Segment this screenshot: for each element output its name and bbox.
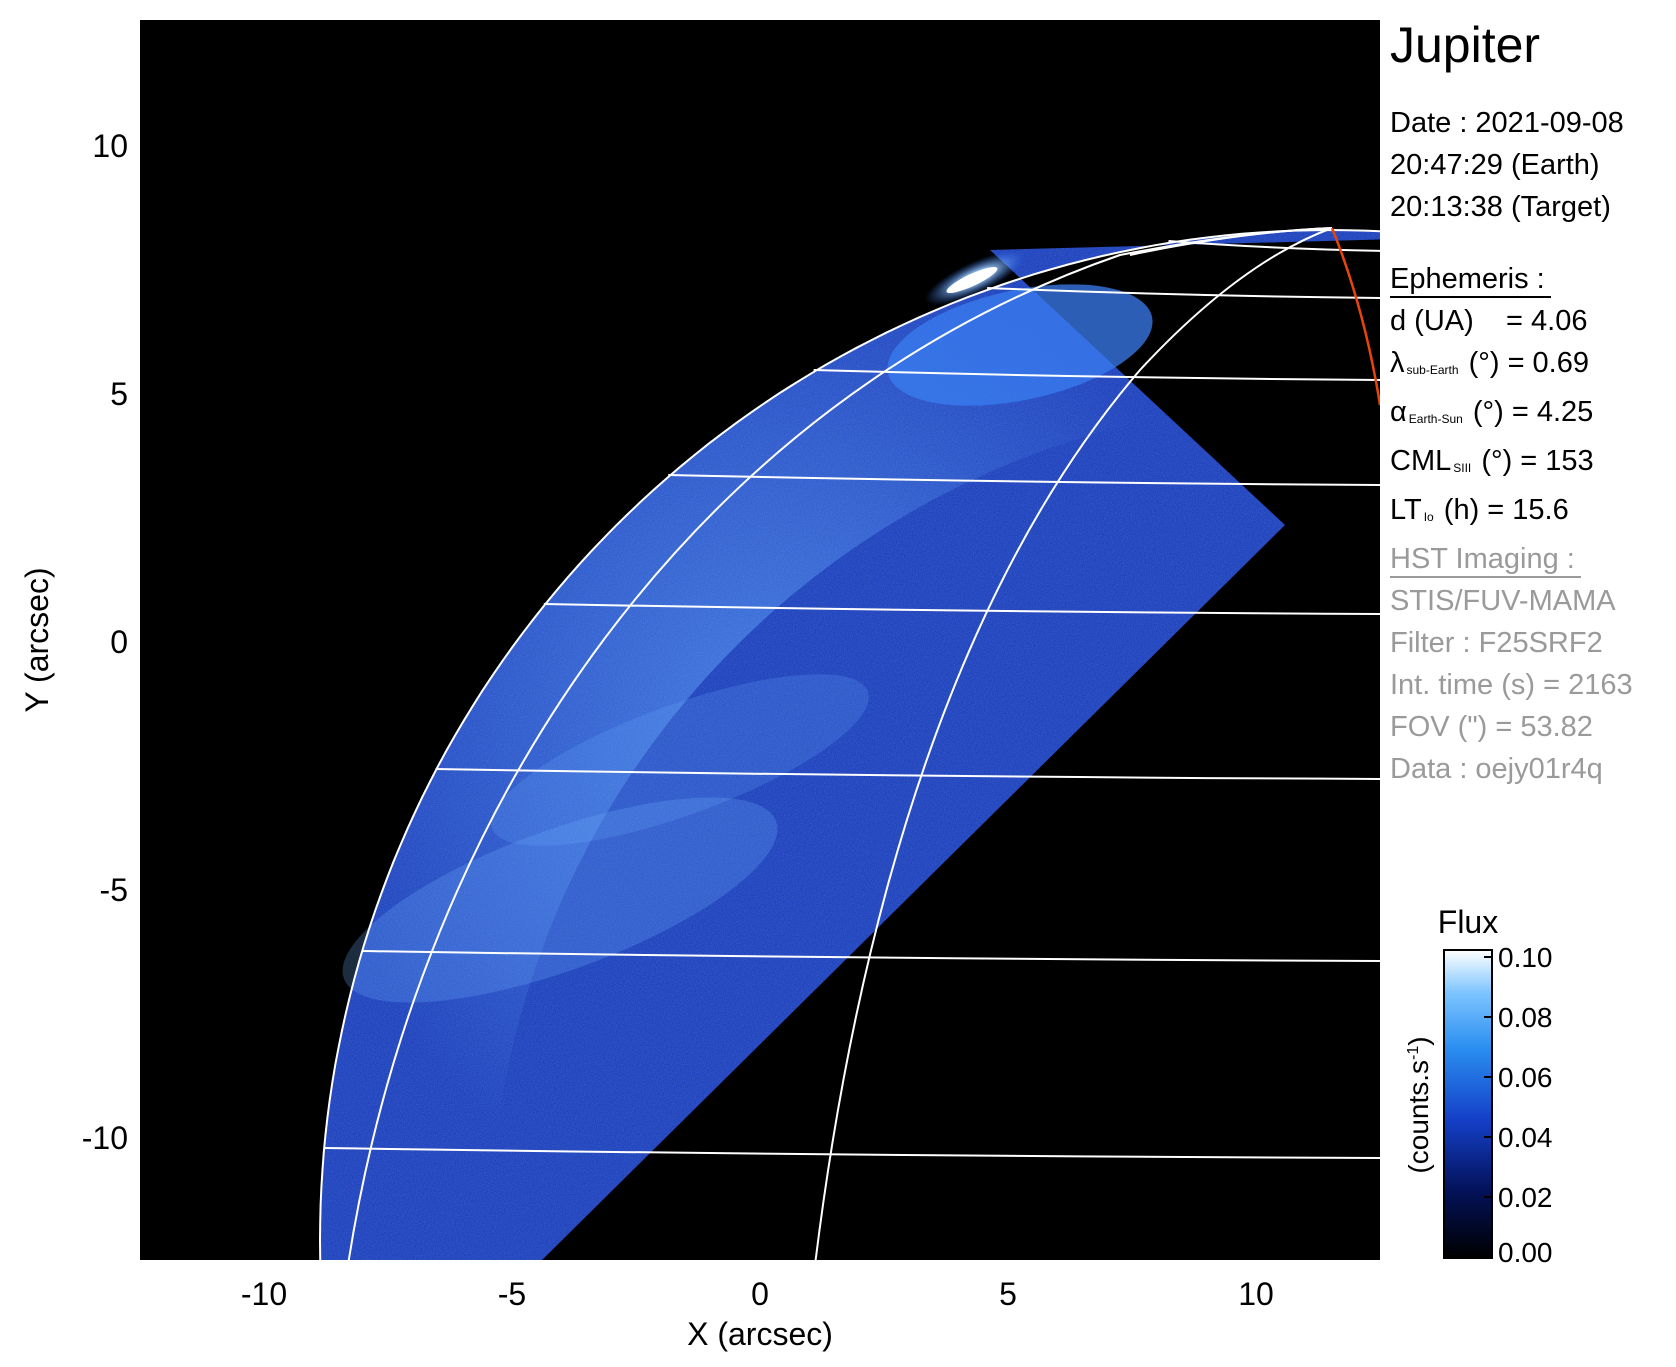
date-block: Date : 2021-09-08 20:47:29 (Earth) 20:13… — [1390, 102, 1624, 228]
cml-line: CML SIII (°) = 153 — [1390, 445, 1594, 477]
filter-line: Filter : F25SRF2 — [1390, 627, 1603, 659]
colorbar-unit-label: (counts.s-1) — [1403, 1036, 1434, 1173]
colorbar-tick-labels: 0.10 0.08 0.06 0.04 0.02 0.00 — [1498, 942, 1553, 1268]
grid-line — [987, 287, 1380, 299]
x-tick-label: -10 — [241, 1276, 287, 1312]
colorbar-tick-label: 0.06 — [1498, 1062, 1553, 1093]
ephemeris-block: Ephemeris : d (UA) = 4.06 λ sub-Earth (°)… — [1390, 258, 1594, 538]
y-tick-label: 10 — [92, 128, 128, 164]
x-axis-label: X (arcsec) — [687, 1316, 833, 1352]
grid-line — [668, 474, 1380, 486]
colorbar-title: Flux — [1438, 904, 1498, 940]
terminator-line — [1330, 227, 1380, 406]
y-tick-label: -5 — [100, 872, 128, 908]
grid-line — [814, 227, 1333, 1260]
hst-block: HST Imaging : STIS/FUV-MAMA Filter : F25… — [1390, 538, 1633, 790]
ephemeris-heading: Ephemeris : — [1390, 262, 1551, 298]
instrument-line: STIS/FUV-MAMA — [1390, 585, 1616, 617]
grid-line — [813, 369, 1380, 381]
grid-line — [318, 228, 1380, 1260]
colorbar-tick-label: 0.04 — [1498, 1122, 1553, 1153]
colorbar — [1443, 949, 1493, 1259]
x-tick-labels: -10 -5 0 5 10 — [241, 1276, 1274, 1312]
x-tick-label: 0 — [751, 1276, 769, 1312]
grid-line — [1129, 227, 1333, 256]
bright-band-2 — [491, 674, 869, 846]
grid-line — [543, 603, 1380, 615]
hst-heading: HST Imaging : — [1390, 542, 1581, 578]
grid-line — [435, 768, 1380, 780]
target-time-line: 20:13:38 (Target) — [1390, 191, 1611, 223]
colorbar-tick-label: 0.00 — [1498, 1237, 1553, 1268]
data-id-line: Data : oejy01r4q — [1390, 753, 1603, 785]
y-axis-label: Y (arcsec) — [19, 567, 55, 712]
y-tick-label: 5 — [110, 376, 128, 412]
grid-line — [361, 950, 1380, 962]
earth-time-line: 20:47:29 (Earth) — [1390, 149, 1600, 181]
x-tick-label: 10 — [1238, 1276, 1274, 1312]
colorbar-tick-label: 0.10 — [1498, 942, 1553, 973]
colorbar-tick-label: 0.08 — [1498, 1002, 1553, 1033]
y-tick-label: -10 — [82, 1120, 128, 1156]
fov-line: FOV (") = 53.82 — [1390, 711, 1593, 743]
polar-aurora-core — [946, 266, 998, 294]
distance-line: d (UA) = 4.06 — [1390, 305, 1588, 337]
colorbar-ticks — [1484, 956, 1492, 1257]
planet-emission-noise — [320, 230, 1380, 1260]
date-line: Date : 2021-09-08 — [1390, 107, 1624, 139]
phase-angle-line: α Earth-Sun (°) = 4.25 — [1390, 396, 1594, 428]
y-tick-label: 0 — [110, 624, 128, 660]
y-tick-labels: 10 5 0 -5 -10 — [82, 128, 128, 1156]
io-local-time-line: LT Io (h) = 15.6 — [1390, 494, 1569, 526]
planet-title: Jupiter — [1390, 17, 1541, 73]
bright-band-1 — [342, 797, 778, 1003]
image-area — [318, 227, 1380, 1260]
x-tick-label: 5 — [999, 1276, 1017, 1312]
x-tick-label: -5 — [498, 1276, 526, 1312]
sub-earth-latitude-line: λ sub-Earth (°) = 0.69 — [1390, 347, 1589, 379]
grid-line — [323, 1147, 1380, 1159]
latitude-longitude-grid — [318, 227, 1380, 1260]
colorbar-tick-label: 0.02 — [1498, 1182, 1553, 1213]
int-time-line: Int. time (s) = 2163 — [1390, 669, 1633, 701]
